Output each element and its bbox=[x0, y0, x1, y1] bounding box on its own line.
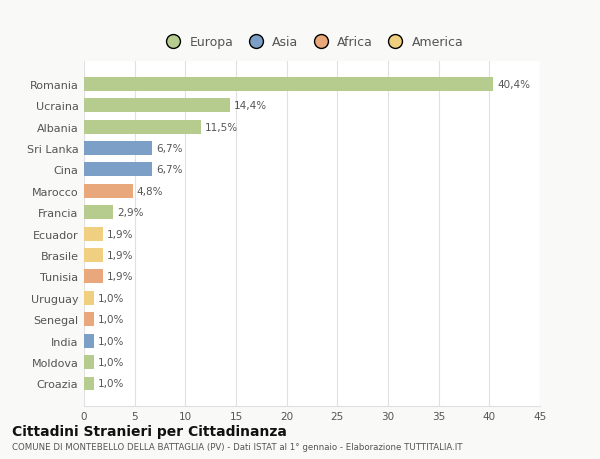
Bar bbox=[84, 334, 94, 348]
Text: 6,7%: 6,7% bbox=[156, 165, 182, 175]
Text: 1,0%: 1,0% bbox=[98, 314, 125, 325]
Text: 4,8%: 4,8% bbox=[137, 186, 163, 196]
Text: 11,5%: 11,5% bbox=[205, 122, 238, 132]
Text: COMUNE DI MONTEBELLO DELLA BATTAGLIA (PV) - Dati ISTAT al 1° gennaio - Elaborazi: COMUNE DI MONTEBELLO DELLA BATTAGLIA (PV… bbox=[12, 442, 463, 451]
Text: 6,7%: 6,7% bbox=[156, 144, 182, 154]
Bar bbox=[84, 142, 152, 156]
Text: 1,0%: 1,0% bbox=[98, 293, 125, 303]
Bar bbox=[84, 248, 103, 263]
Text: 1,9%: 1,9% bbox=[107, 229, 134, 239]
Text: Cittadini Stranieri per Cittadinanza: Cittadini Stranieri per Cittadinanza bbox=[12, 425, 287, 438]
Bar bbox=[84, 163, 152, 177]
Text: 1,0%: 1,0% bbox=[98, 357, 125, 367]
Bar bbox=[84, 291, 94, 305]
Text: 1,0%: 1,0% bbox=[98, 379, 125, 389]
Bar bbox=[84, 270, 103, 284]
Text: 1,9%: 1,9% bbox=[107, 272, 134, 282]
Bar bbox=[84, 227, 103, 241]
Text: 40,4%: 40,4% bbox=[497, 79, 530, 90]
Bar bbox=[84, 377, 94, 391]
Text: 2,9%: 2,9% bbox=[118, 208, 144, 218]
Text: 14,4%: 14,4% bbox=[234, 101, 267, 111]
Bar bbox=[84, 206, 113, 220]
Bar bbox=[84, 355, 94, 369]
Bar bbox=[84, 99, 230, 113]
Bar bbox=[84, 185, 133, 198]
Legend: Europa, Asia, Africa, America: Europa, Asia, Africa, America bbox=[161, 36, 463, 49]
Text: 1,9%: 1,9% bbox=[107, 251, 134, 260]
Bar bbox=[84, 313, 94, 326]
Text: 1,0%: 1,0% bbox=[98, 336, 125, 346]
Bar bbox=[84, 78, 493, 91]
Bar bbox=[84, 120, 200, 134]
